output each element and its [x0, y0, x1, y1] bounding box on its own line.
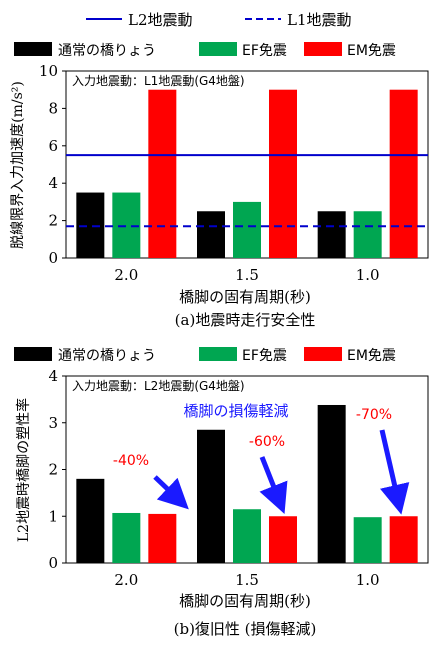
- bar-1-s2-2-0: [148, 513, 177, 563]
- y-tick-label-0-2: 4: [48, 174, 58, 192]
- bar-1-s1-1-5: [233, 509, 261, 563]
- reduction-label-2-0: -40%: [113, 453, 149, 469]
- chart-b: 通常の橋りょう EF免震 EM免震 入力地震動：L2地震動(G4地盤) 橋脚の損…: [14, 347, 429, 638]
- y-tick-label-0-1: 2: [48, 212, 58, 230]
- bar-0-s2-2-0: [148, 89, 177, 258]
- arrow-1-5-icon: [259, 456, 288, 514]
- bar-0-s0-1-0: [317, 211, 346, 258]
- y-tick-label-0-0: 0: [48, 249, 58, 267]
- y-ticks-b: 0 1 2 3 4: [48, 367, 66, 572]
- y-ticks-a: 0 2 4 6 8 10: [39, 62, 66, 267]
- legend-a-ef-swatch: [199, 42, 237, 56]
- bar-1-s1-1-0: [353, 517, 382, 563]
- bars-b: [76, 404, 418, 563]
- legend-a-em-label: EM免震: [347, 43, 396, 59]
- y-tick-label-1-0: 0: [48, 554, 58, 572]
- arrow-2-0-icon: [153, 475, 189, 510]
- reference-lines-a: [66, 154, 428, 228]
- legend-l2-label: L2地震動: [128, 11, 193, 29]
- legend-b-ef-label: EF免震: [242, 348, 287, 364]
- y-tick-label-0-3: 6: [48, 137, 58, 155]
- bar-0-s1-1-5: [233, 201, 261, 258]
- legend-b-ef-swatch: [199, 347, 237, 361]
- bar-1-s2-1-5: [269, 516, 297, 563]
- y-tick-label-1-2: 2: [48, 461, 58, 479]
- legend-a-normal-swatch: [14, 42, 52, 56]
- x-tick-label-0-2-0: 2.0: [114, 266, 138, 284]
- bar-1-s2-1-0: [389, 516, 418, 563]
- y-tick-label-0-4: 8: [48, 99, 58, 117]
- x-tick-label-1-1-5: 1.5: [235, 571, 259, 589]
- x-tick-label-1-1-0: 1.0: [356, 571, 380, 589]
- y-tick-label-1-3: 3: [48, 414, 58, 432]
- bar-1-s1-2-0: [112, 512, 141, 563]
- bar-0-s0-1-5: [197, 211, 225, 258]
- bar-0-s1-1-0: [353, 211, 382, 258]
- legend-a-normal-label: 通常の橋りょう: [58, 43, 156, 59]
- x-axis-label-b: 橋脚の固有周期(秒): [179, 592, 311, 610]
- x-ticks-b: 2.0 1.5 1.0: [114, 571, 379, 589]
- x-axis-label-a: 橋脚の固有周期(秒): [179, 288, 311, 306]
- caption-b: (b)復旧性 (損傷軽減): [174, 620, 317, 638]
- legend-b-em-label: EM免震: [347, 348, 396, 364]
- legend-b-normal-swatch: [14, 347, 52, 361]
- x-tick-label-0-1-5: 1.5: [235, 266, 259, 284]
- bar-1-s0-2-0: [76, 478, 105, 563]
- y-tick-label-1-4: 4: [48, 367, 58, 385]
- chart-a: L2地震動 L1地震動 通常の橋りょう EF免震 EM免震 入力地震動：L1地震…: [10, 11, 429, 329]
- y-axis-label-a: 脱線限界入力加速度(m/s²): [10, 81, 26, 249]
- bar-0-s2-1-5: [269, 89, 297, 258]
- arrow-1-0-icon: [379, 429, 410, 515]
- reduction-label-1-0: -70%: [356, 407, 392, 423]
- reduction-label-1-5: -60%: [249, 434, 285, 450]
- y-tick-label-1-1: 1: [48, 507, 58, 525]
- caption-a: (a)地震時走行安全性: [175, 311, 316, 329]
- bar-0-s2-1-0: [389, 89, 418, 258]
- x-tick-label-1-2-0: 2.0: [114, 571, 138, 589]
- damage-reduction-note: 橋脚の損傷軽減: [183, 402, 288, 420]
- bar-1-s0-1-0: [317, 404, 346, 563]
- annotation-a: 入力地震動：L1地震動(G4地盤): [72, 74, 245, 88]
- x-ticks-a: 2.0 1.5 1.0: [114, 266, 379, 284]
- legend-l1-label: L1地震動: [287, 11, 352, 29]
- x-tick-label-0-1-0: 1.0: [356, 266, 380, 284]
- bar-1-s0-1-5: [197, 429, 225, 563]
- y-tick-label-0-5: 10: [39, 62, 58, 80]
- legend-a-ef-label: EF免震: [242, 43, 287, 59]
- legend-b-normal-label: 通常の橋りょう: [58, 348, 156, 364]
- legend-a-em-swatch: [304, 42, 342, 56]
- bars-a: [76, 89, 418, 258]
- annotation-b: 入力地震動：L2地震動(G4地盤): [72, 379, 245, 393]
- legend-b-em-swatch: [304, 347, 342, 361]
- y-axis-label-b: L2地震時橋脚の塑性率: [15, 398, 32, 542]
